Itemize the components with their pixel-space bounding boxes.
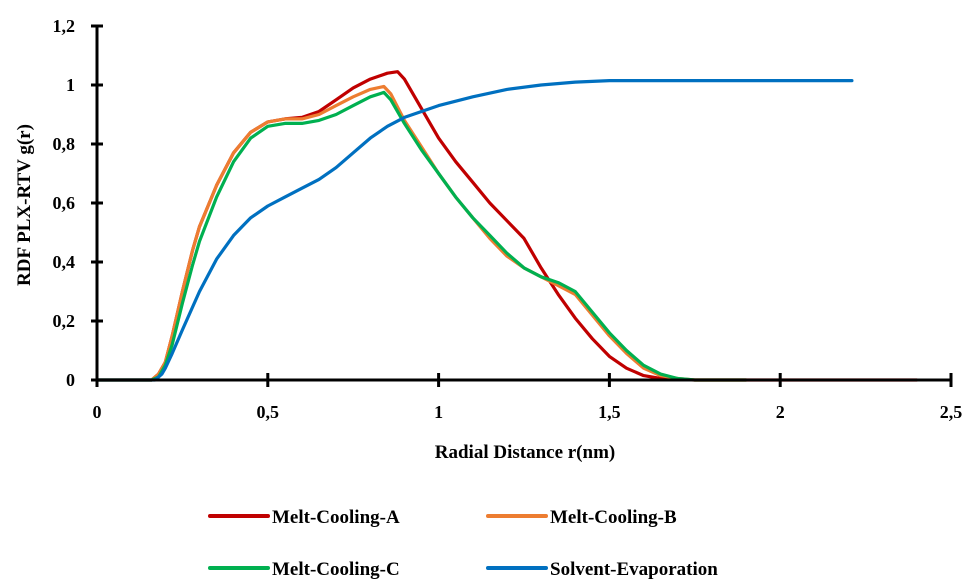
legend-item-1: Melt-Cooling-A <box>208 507 400 528</box>
legend-item-3: Melt-Cooling-C <box>208 559 400 580</box>
x-axis-title: Radial Distance r(nm) <box>435 442 615 463</box>
x-tick-label: 2 <box>776 402 785 422</box>
legend-label: Melt-Cooling-A <box>272 507 400 528</box>
series-line-2 <box>95 84 748 382</box>
x-tick-label: 0,5 <box>257 402 280 422</box>
y-axis-ticks: 0 0,2 0,4 0,6 0,8 1 1,2 <box>53 16 103 390</box>
y-tick-label: 0,8 <box>53 134 76 154</box>
y-tick-label: 0,2 <box>53 311 76 331</box>
legend: Melt-Cooling-A Melt-Cooling-B Melt-Cooling… <box>208 507 718 580</box>
legend-label: Melt-Cooling-C <box>272 559 400 580</box>
series-layer <box>95 70 919 382</box>
x-axis-ticks: 0 0,5 1 1,5 2 2,5 <box>93 373 963 422</box>
legend-label: Solvent-Evaporation <box>550 559 718 580</box>
series-line-3 <box>95 90 748 382</box>
x-tick-label: 1 <box>434 402 443 422</box>
y-axis-title: RDF PLX-RTV g(r) <box>14 124 35 286</box>
plot-area: 0 0,2 0,4 0,6 0,8 1 1,2 0 0,5 1 1,5 2 2,5 <box>53 16 963 422</box>
x-tick-label: 2,5 <box>940 402 963 422</box>
y-tick-label: 0,6 <box>53 193 76 213</box>
legend-item-4: Solvent-Evaporation <box>486 559 718 580</box>
y-tick-label: 1 <box>66 75 75 95</box>
y-tick-label: 0,4 <box>53 252 76 272</box>
legend-item-2: Melt-Cooling-B <box>486 507 677 528</box>
y-tick-label: 0 <box>66 370 75 390</box>
x-tick-label: 1,5 <box>598 402 621 422</box>
x-tick-label: 0 <box>93 402 102 422</box>
series-line-1 <box>95 70 919 382</box>
series-line-4 <box>95 78 854 382</box>
y-tick-label: 1,2 <box>53 16 76 36</box>
legend-label: Melt-Cooling-B <box>550 507 677 528</box>
